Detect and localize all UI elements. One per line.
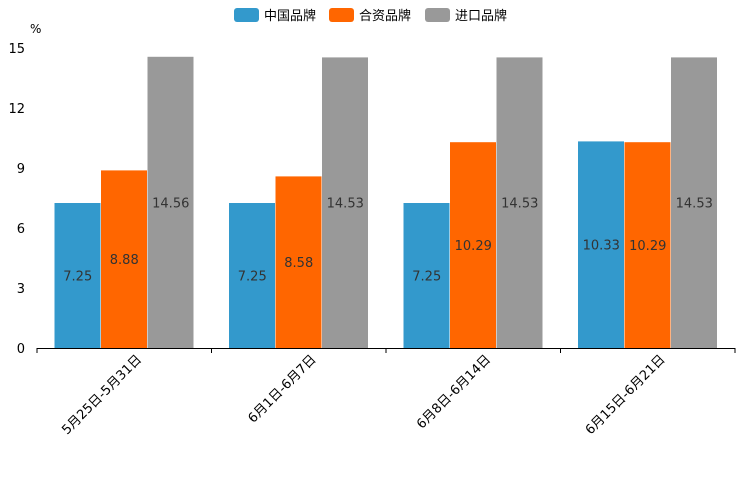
legend-label: 中国品牌: [264, 8, 316, 24]
y-axis: 0 3 6 9 12 15: [8, 42, 25, 357]
bar: [496, 57, 543, 349]
y-tick-label: 15: [8, 42, 25, 57]
x-tick-label: 6月15日-6月21日: [583, 352, 669, 438]
legend-swatch: [425, 8, 450, 22]
y-tick-label: 0: [17, 342, 25, 357]
data-label: 7.25: [238, 270, 267, 285]
data-label: 10.33: [583, 239, 620, 254]
data-label: 14.53: [501, 197, 538, 212]
bar: [275, 176, 322, 348]
data-label: 14.56: [152, 196, 189, 211]
bar: [624, 142, 671, 348]
data-label: 14.53: [327, 197, 364, 212]
data-label: 7.25: [412, 270, 441, 285]
value-labels: 7.25 8.88 14.56 7.25 8.58 14.53 7.25 10.29 14.53…: [63, 196, 713, 284]
data-label: 10.29: [629, 239, 666, 254]
data-label: 8.58: [284, 256, 313, 271]
bar: [671, 57, 717, 349]
legend: 中国品牌 合资品牌 进口品牌: [234, 8, 507, 24]
x-axis: 5月25日-5月31日 6月1日-6月7日 6月8日-6月14日 6月15日-6月21…: [36, 348, 736, 438]
data-label: 10.29: [455, 239, 492, 254]
y-tick-label: 12: [8, 102, 25, 117]
x-tick-label: 6月1日-6月7日: [245, 352, 319, 426]
legend-label: 合资品牌: [359, 8, 411, 24]
bar: [147, 56, 194, 349]
y-axis-unit-label: %: [30, 22, 41, 36]
bar: [101, 170, 147, 348]
bar: [322, 57, 368, 349]
bar: [54, 203, 101, 348]
legend-swatch: [234, 8, 259, 22]
legend-swatch: [329, 8, 354, 22]
x-tick-label: 6月8日-6月14日: [414, 352, 494, 432]
bar: [403, 203, 450, 348]
legend-label: 进口品牌: [455, 8, 507, 24]
y-tick-label: 6: [17, 222, 25, 237]
x-tick-label: 5月25日-5月31日: [59, 352, 145, 438]
data-label: 8.88: [110, 253, 139, 268]
bar: [578, 141, 624, 348]
data-label: 7.25: [63, 270, 92, 285]
bar: [229, 203, 275, 348]
y-tick-label: 3: [17, 282, 25, 297]
data-label: 14.53: [676, 197, 713, 212]
bar: [450, 142, 496, 348]
y-tick-label: 9: [17, 162, 25, 177]
bars: [54, 56, 717, 349]
